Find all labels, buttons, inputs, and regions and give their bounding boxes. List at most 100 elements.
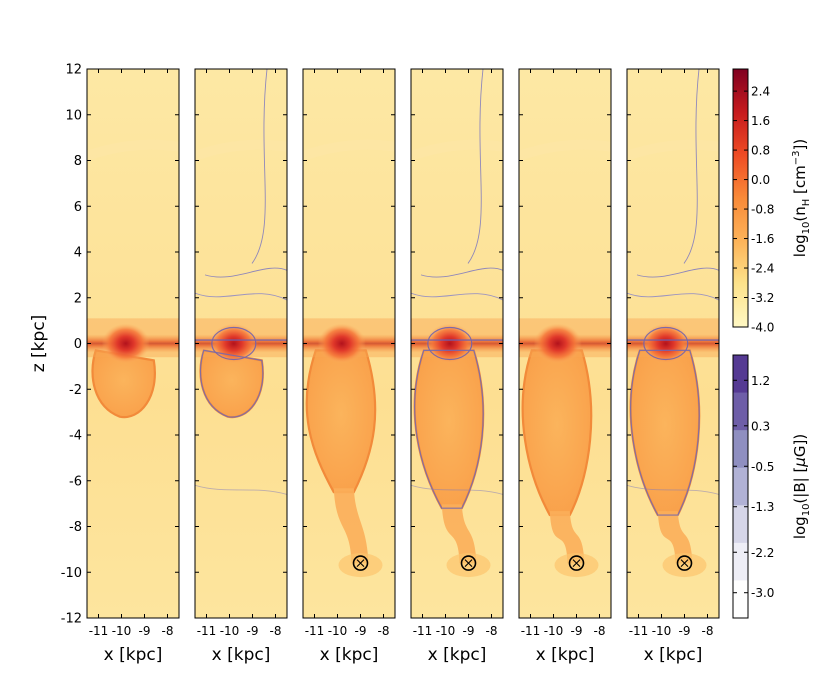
x-axis-label: x [kpc] (644, 645, 703, 665)
density-cbar-label-part: [cm (791, 165, 809, 198)
x-axis-label: x [kpc] (536, 645, 595, 665)
bfield-cbar-label-part: 10 (801, 504, 812, 517)
panel-image (519, 69, 611, 618)
tail-head (554, 553, 599, 578)
bfield-colorbar (732, 354, 749, 619)
bfield-contour (199, 349, 264, 418)
halo-shell (411, 139, 503, 161)
x-tick-label: -10 (328, 624, 348, 638)
bfield-contour (211, 326, 257, 361)
marker-circle (676, 555, 693, 571)
bfield-contour (643, 326, 689, 361)
bfield-cbar-band (733, 505, 748, 544)
x-tick-label: -8 (162, 624, 174, 638)
x-axis-label: x [kpc] (212, 645, 271, 665)
x-tick-label: -10 (652, 624, 672, 638)
galaxy-core (317, 323, 366, 364)
marker-circle (460, 555, 477, 571)
bfield-contours (411, 69, 503, 509)
bfield-contour (683, 69, 700, 264)
bfield-cbar-label-part: G]) (791, 434, 809, 457)
galaxy-core (425, 323, 474, 364)
y-tick-label: 10 (65, 108, 82, 123)
panel-6: -11 -10 -9 -8 x [kpc] (626, 68, 720, 665)
bfield-contour (411, 292, 503, 301)
bfield-cbar-band (733, 430, 748, 469)
bfield-contours (195, 69, 287, 495)
galaxy-core (641, 323, 690, 364)
panel-3: -11 -10 -9 -8 x [kpc] (302, 68, 396, 665)
y-tick-label: 6 (74, 200, 82, 215)
density-cbar-tick-label: -2.4 (751, 262, 774, 276)
bfield-contour (414, 349, 484, 509)
y-tick-label: -8 (69, 520, 82, 535)
tail-head (662, 553, 707, 578)
x-tick-label: -9 (571, 624, 583, 638)
bfield-cbar-band (733, 392, 748, 431)
gas-tail (657, 511, 693, 564)
density-cbar-tick-label: 1.6 (751, 114, 770, 128)
x-tick-label: -11 (629, 624, 649, 638)
bfield-cbar-tick-label: -2.2 (751, 546, 774, 560)
density-colorbar (732, 68, 749, 328)
x-tick-label: -11 (413, 624, 433, 638)
panel-2: -11 -10 -9 -8 x [kpc] (194, 68, 288, 665)
y-axis-label: z [kpc] (29, 315, 49, 373)
y-tick-label: 12 (65, 63, 82, 78)
halo-shell (87, 139, 179, 161)
bfield-contour (636, 267, 719, 278)
axis-layer: 12 10 8 6 4 2 0 -2 -4 -6 -8 -10 -12 z [kpc] (29, 63, 82, 627)
density-cbar-tick-label: 0.8 (751, 144, 770, 158)
x-tick-label: -8 (270, 624, 282, 638)
stripped-gas-lobe (91, 349, 156, 419)
density-cbar-label: log10(nH [cm−3]) (791, 139, 812, 257)
marker-circle (568, 555, 585, 571)
halo-shell (519, 139, 611, 161)
x-tick-label: -8 (702, 624, 714, 638)
density-cbar-tick-label: -4.0 (751, 321, 774, 335)
marker-circle (352, 555, 369, 571)
y-tick-label: 0 (74, 337, 82, 352)
bfield-cbar-band (733, 580, 748, 619)
x-tick-label: -11 (197, 624, 217, 638)
panel-5: -11 -10 -9 -8 x [kpc] (518, 68, 612, 665)
density-cbar-label-part: (n (791, 206, 809, 221)
bfield-cbar-tick-label: -1.3 (751, 500, 774, 514)
panel-image (627, 69, 719, 618)
y-tick-label: -12 (61, 612, 82, 627)
marker-cross (572, 559, 581, 567)
density-cbar-tick-label: 2.4 (751, 85, 770, 99)
y-tick-label: -6 (69, 474, 82, 489)
x-tick-label: -10 (220, 624, 240, 638)
bfield-cbar-tick-label: -0.5 (751, 460, 774, 474)
x-tick-label: -8 (378, 624, 390, 638)
bfield-contour (411, 484, 503, 495)
bfield-contour (627, 292, 719, 301)
x-tick-label: -11 (305, 624, 325, 638)
x-tick-label: -10 (544, 624, 564, 638)
bfield-contour (467, 69, 484, 264)
bfield-cbar-band (733, 355, 748, 394)
bfield-cbar-tick-label: 0.3 (751, 419, 770, 433)
bfield-contour (427, 326, 473, 361)
bfield-contour (627, 484, 719, 495)
bfield-contour (630, 349, 700, 516)
x-tick-label: -9 (679, 624, 691, 638)
y-tick-label: 4 (74, 246, 82, 261)
x-tick-label: -11 (89, 624, 109, 638)
tail-head (446, 553, 491, 578)
marker-cross (680, 559, 689, 567)
tail-head (338, 553, 383, 578)
bfield-cbar-label-part: (|B| [ (791, 467, 809, 504)
panel-image (87, 69, 179, 618)
bfield-cbar-tick-label: 1.2 (751, 374, 770, 388)
bfield-cbar-band (733, 542, 748, 581)
bfield-cbar-band (733, 467, 748, 506)
gas-tail (549, 511, 585, 564)
density-cbar-tick-label: 0.0 (751, 173, 770, 187)
y-tick-label: -4 (69, 429, 82, 444)
x-tick-label: -10 (436, 624, 456, 638)
x-tick-label: -9 (355, 624, 367, 638)
panel-4: -11 -10 -9 -8 x [kpc] (410, 68, 504, 665)
panel-image (411, 69, 503, 618)
